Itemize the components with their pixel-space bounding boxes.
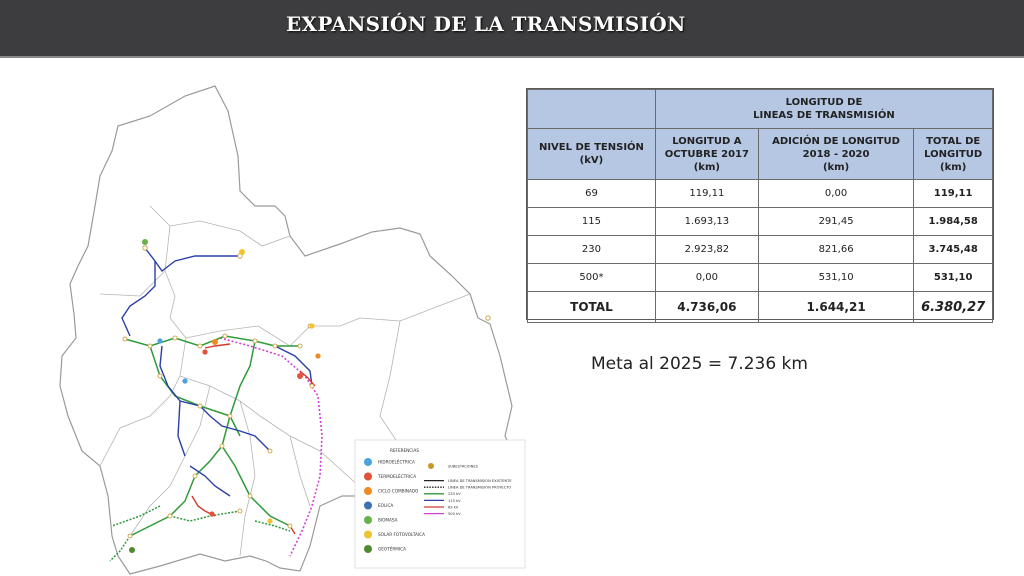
transmission-length-table: LONGITUD DE LINEAS DE TRANSMISIÓN NIVEL … xyxy=(526,88,994,323)
biomass-icon xyxy=(364,516,372,524)
legend-title: REFERENCIAS xyxy=(390,448,419,453)
lines-230kv-project xyxy=(109,505,291,562)
table-title-line1: LONGITUD DE xyxy=(785,97,863,108)
col-header-addition: ADICIÓN DE LONGITUD 2018 - 2020 (km) xyxy=(757,128,915,180)
legend-item-label: HIDROELÉCTRICA xyxy=(378,460,415,465)
transmission-map: REFERENCIAS HIDROELÉCTRICA TERMOELÉCTRICA… xyxy=(59,85,526,575)
wind-icon xyxy=(364,501,372,510)
substation-icon xyxy=(428,463,434,469)
map-legend: REFERENCIAS HIDROELÉCTRICA TERMOELÉCTRICA… xyxy=(354,439,526,569)
table-total-row: TOTAL 4.736,06 1.644,21 6.380,27 xyxy=(527,291,993,323)
col-header-voltage: NIVEL DE TENSIÓN (kV) xyxy=(527,128,656,180)
solar-icon xyxy=(364,530,372,539)
thermo-icon xyxy=(364,472,372,481)
geothermal-icon xyxy=(364,545,372,553)
table-row: 69 119,11 0,00 119,11 xyxy=(527,179,993,208)
legend-item-label: SUBESTACIONES xyxy=(448,464,479,468)
lines-115kv xyxy=(121,247,313,497)
table-row: 230 2.923,82 821,66 3.745,48 xyxy=(527,235,993,264)
goal-text: Meta al 2025 = 7.236 km xyxy=(591,354,808,374)
legend-item-label: 230 kV xyxy=(448,492,461,496)
table-title-line2: LINEAS DE TRANSMISIÓN xyxy=(753,110,895,121)
hydro-icon xyxy=(364,458,372,466)
legend-item-label: 500 kV xyxy=(448,512,461,516)
table-row: 115 1.693,13 291,45 1.984,58 xyxy=(527,207,993,236)
legend-item-label: 69 kV xyxy=(448,505,459,509)
legend-item-label: LÍNEA DE TRANSMISIÓN EXISTENTE xyxy=(448,478,512,483)
col-header-total: TOTAL DE LONGITUD (km) xyxy=(913,128,993,180)
legend-item-label: 115 kV xyxy=(448,499,461,503)
legend-item-label: GEOTÉRMICA xyxy=(378,547,406,552)
page-title: EXPANSIÓN DE LA TRANSMISIÓN xyxy=(286,12,686,36)
legend-item-label: CICLO COMBINADO xyxy=(378,489,419,494)
legend-item-label: SOLAR FOTOVOLTAICA xyxy=(378,532,425,537)
plant-icons xyxy=(129,239,321,553)
legend-item-label: BIOMASA xyxy=(378,518,398,523)
legend-item-label: TERMOELÉCTRICA xyxy=(377,474,416,479)
col-header-length-2017: LONGITUD A OCTUBRE 2017 (km) xyxy=(654,128,759,180)
header-bar: EXPANSIÓN DE LA TRANSMISIÓN xyxy=(0,0,1024,58)
legend-item-label: EÓLICA xyxy=(378,503,393,508)
legend-item-label: LÍNEA DE TRANSMISIÓN PROYECTO xyxy=(448,485,511,490)
table-title: LONGITUD DE LINEAS DE TRANSMISIÓN xyxy=(654,89,994,129)
combined-cycle-icon xyxy=(364,487,372,495)
table-row: 500* 0,00 531,10 531,10 xyxy=(527,263,993,292)
